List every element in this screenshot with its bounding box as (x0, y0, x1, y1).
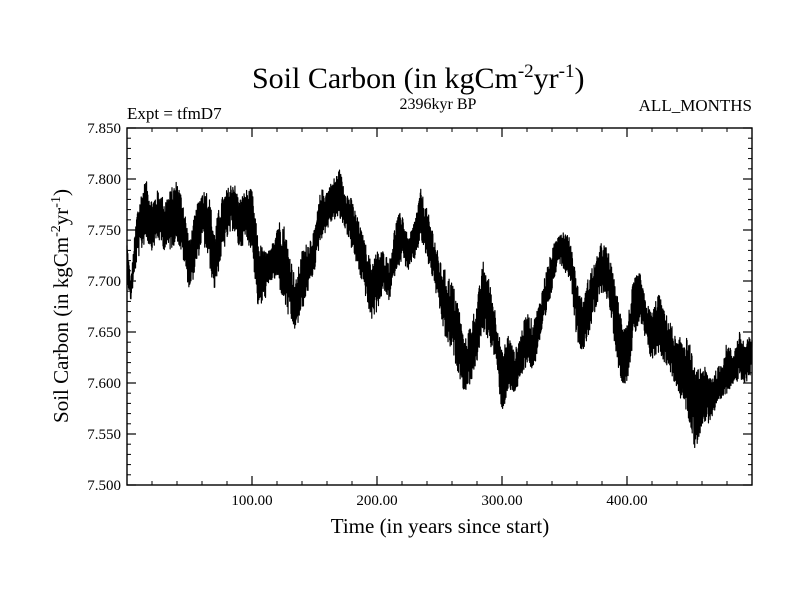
y-axis: 7.500 7.550 7.600 7.650 7.700 7.750 7.800 7.850 (87, 121, 752, 494)
y-tick-label: 7.600 (87, 376, 121, 392)
y-tick-label: 7.500 (87, 478, 121, 494)
series-line (126, 169, 753, 449)
months-label: ALL_MONTHS (639, 96, 752, 115)
y-tick-label: 7.700 (87, 274, 121, 290)
plot-area (126, 127, 753, 486)
x-axis: 100.00 200.00 300.00 400.00 (151, 128, 728, 509)
y-tick-label: 7.800 (87, 172, 121, 188)
x-tick-label: 300.00 (481, 493, 522, 509)
x-tick-label: 400.00 (606, 493, 647, 509)
period-label: 2396kyr BP (400, 96, 477, 113)
y-tick-label: 7.550 (87, 427, 121, 443)
x-tick-label: 200.00 (356, 493, 397, 509)
plot-frame (126, 127, 753, 486)
chart-title: Soil Carbon (in kgCm-2yr-1) (252, 61, 585, 95)
y-tick-label: 7.850 (87, 121, 121, 137)
x-axis-title: Time (in years since start) (331, 514, 550, 538)
x-tick-label: 100.00 (231, 493, 272, 509)
y-tick-label: 7.650 (87, 325, 121, 341)
y-tick-label: 7.750 (87, 223, 121, 239)
y-axis-title: Soil Carbon (in kgCm-2yr-1) (49, 189, 73, 423)
experiment-label: Expt = tfmD7 (127, 104, 222, 123)
